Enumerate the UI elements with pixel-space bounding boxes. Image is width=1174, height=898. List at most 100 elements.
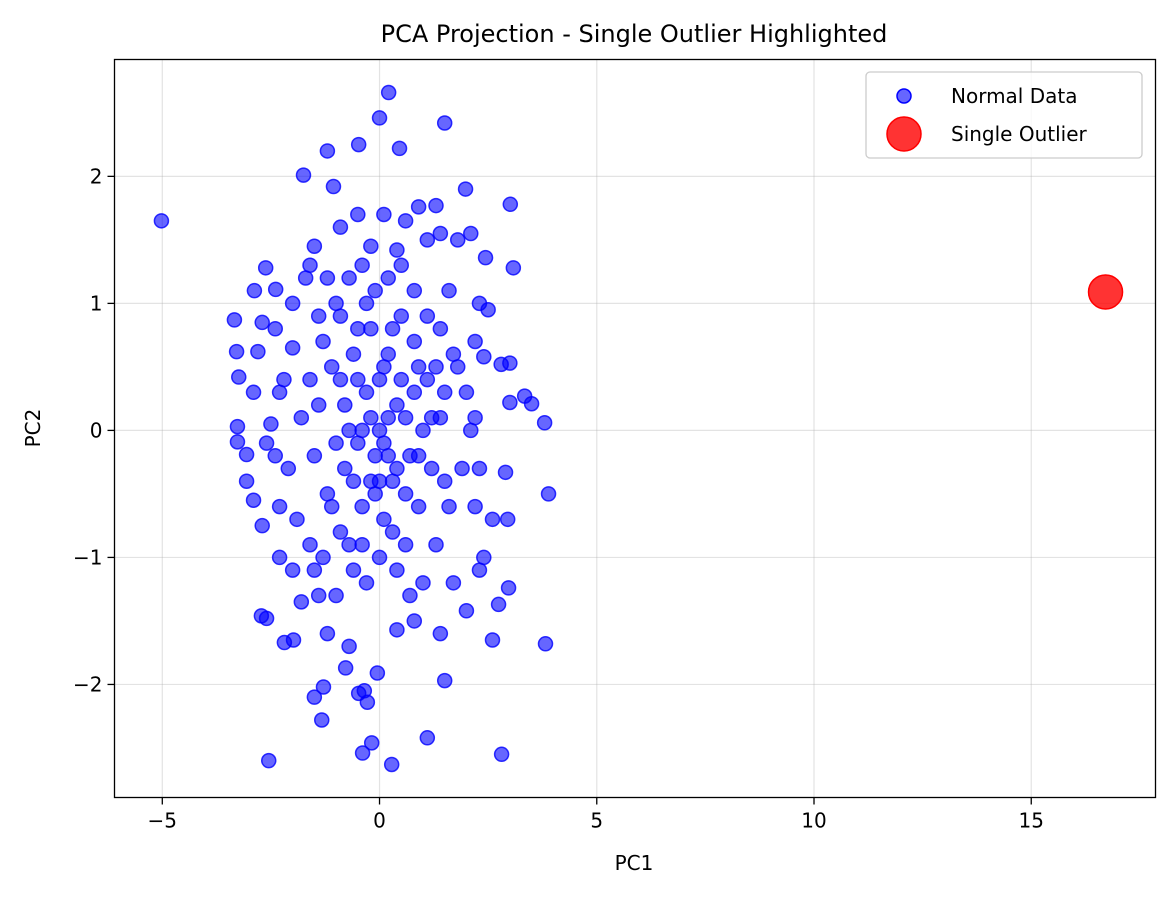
normal-data-point — [389, 562, 405, 578]
legend-marker-normal — [896, 88, 912, 104]
normal-data-point — [345, 346, 362, 362]
normal-data-point — [428, 359, 444, 375]
normal-data-point — [254, 314, 270, 331]
normal-data-point — [276, 634, 293, 651]
normal-data-point — [229, 418, 246, 435]
normal-data-point — [484, 632, 501, 648]
normal-data-point — [345, 473, 362, 489]
normal-data-point — [354, 745, 371, 761]
normal-data-point — [389, 460, 405, 477]
normal-data-point — [376, 206, 392, 223]
normal-data-point — [302, 536, 318, 553]
x-axis-label: PC1 — [615, 851, 654, 875]
normal-data-point — [410, 498, 427, 515]
normal-data-point — [428, 536, 444, 553]
normal-data-point — [250, 343, 266, 360]
normal-data-point — [363, 321, 379, 337]
normal-data-point — [376, 435, 392, 451]
normal-data-point — [245, 492, 262, 509]
normal-data-point — [384, 524, 401, 540]
normal-data-point — [337, 397, 353, 413]
normal-data-point — [463, 225, 479, 242]
normal-data-point — [306, 238, 323, 254]
normal-data-point — [389, 397, 405, 413]
normal-data-point — [391, 140, 408, 157]
normal-data-point — [389, 622, 405, 638]
plot-frame — [113, 58, 1157, 799]
normal-data-point — [384, 321, 401, 337]
normal-data-point — [445, 575, 462, 591]
normal-data-point — [499, 511, 516, 528]
normal-data-point — [358, 575, 375, 591]
normal-data-point — [341, 536, 357, 553]
normal-data-point — [480, 301, 496, 318]
normal-data-point — [246, 282, 263, 299]
normal-data-point — [238, 446, 255, 463]
normal-data-point — [406, 333, 423, 350]
normal-data-point — [428, 197, 444, 214]
normal-data-point — [271, 549, 288, 566]
normal-data-point — [293, 594, 310, 610]
normal-data-point — [497, 464, 514, 481]
normal-data-point — [354, 536, 370, 553]
normal-data-point — [502, 394, 518, 411]
normal-data-point — [540, 486, 557, 502]
normal-data-point — [354, 498, 370, 515]
normal-data-point — [402, 448, 418, 464]
normal-data-point — [393, 257, 410, 274]
normal-data-point — [310, 397, 327, 413]
legend-label-outlier: Single Outlier — [951, 122, 1088, 146]
normal-data-point — [238, 473, 255, 489]
normal-data-point — [245, 384, 262, 401]
normal-data-point — [477, 249, 494, 266]
normal-data-point — [432, 409, 449, 426]
x-tick-label: −5 — [148, 809, 177, 833]
normal-data-point — [302, 257, 318, 274]
normal-data-point — [228, 343, 245, 360]
normal-data-point — [276, 371, 292, 388]
normal-data-point — [454, 460, 470, 477]
normal-data-point — [350, 435, 366, 451]
normal-data-point — [471, 562, 488, 578]
normal-data-point — [358, 295, 375, 312]
normal-data-point — [350, 371, 366, 388]
normal-data-point — [432, 225, 449, 242]
normal-data-point — [350, 321, 366, 337]
normal-data-point — [380, 448, 396, 464]
normal-data-point — [436, 473, 453, 489]
normal-data-point — [436, 384, 453, 401]
normal-data-point — [284, 295, 301, 312]
normal-data-point — [267, 281, 284, 298]
normal-data-point — [419, 232, 436, 248]
normal-data-point — [319, 486, 336, 502]
normal-data-point — [328, 435, 344, 451]
normal-data-point — [406, 282, 423, 299]
normal-data-point — [267, 448, 284, 464]
normal-data-point — [297, 270, 314, 286]
normal-data-point — [505, 260, 522, 276]
normal-data-point — [313, 712, 330, 728]
normal-data-point — [284, 562, 301, 578]
grid — [114, 59, 1156, 798]
normal-data-point — [436, 115, 453, 131]
normal-data-point — [302, 371, 318, 388]
y-tick-label: 2 — [90, 164, 103, 188]
normal-data-point — [284, 340, 301, 356]
normal-data-point — [436, 672, 453, 689]
normal-data-point — [410, 199, 427, 215]
normal-data-point — [397, 536, 414, 553]
normal-data-point — [415, 575, 431, 591]
normal-data-point — [267, 321, 284, 337]
normal-data-point — [536, 415, 553, 431]
normal-data-point — [380, 346, 396, 362]
normal-data-point — [476, 348, 492, 365]
normal-data-point — [332, 524, 349, 540]
data-points — [153, 84, 1124, 773]
normal-data-point — [306, 689, 323, 705]
normal-data-point — [263, 416, 279, 432]
normal-data-point — [260, 752, 277, 769]
axis-ticks: −5 0 5 10 15 −2 −1 0 1 2 — [73, 164, 1044, 832]
normal-data-point — [280, 460, 297, 477]
normal-data-point — [257, 260, 274, 276]
